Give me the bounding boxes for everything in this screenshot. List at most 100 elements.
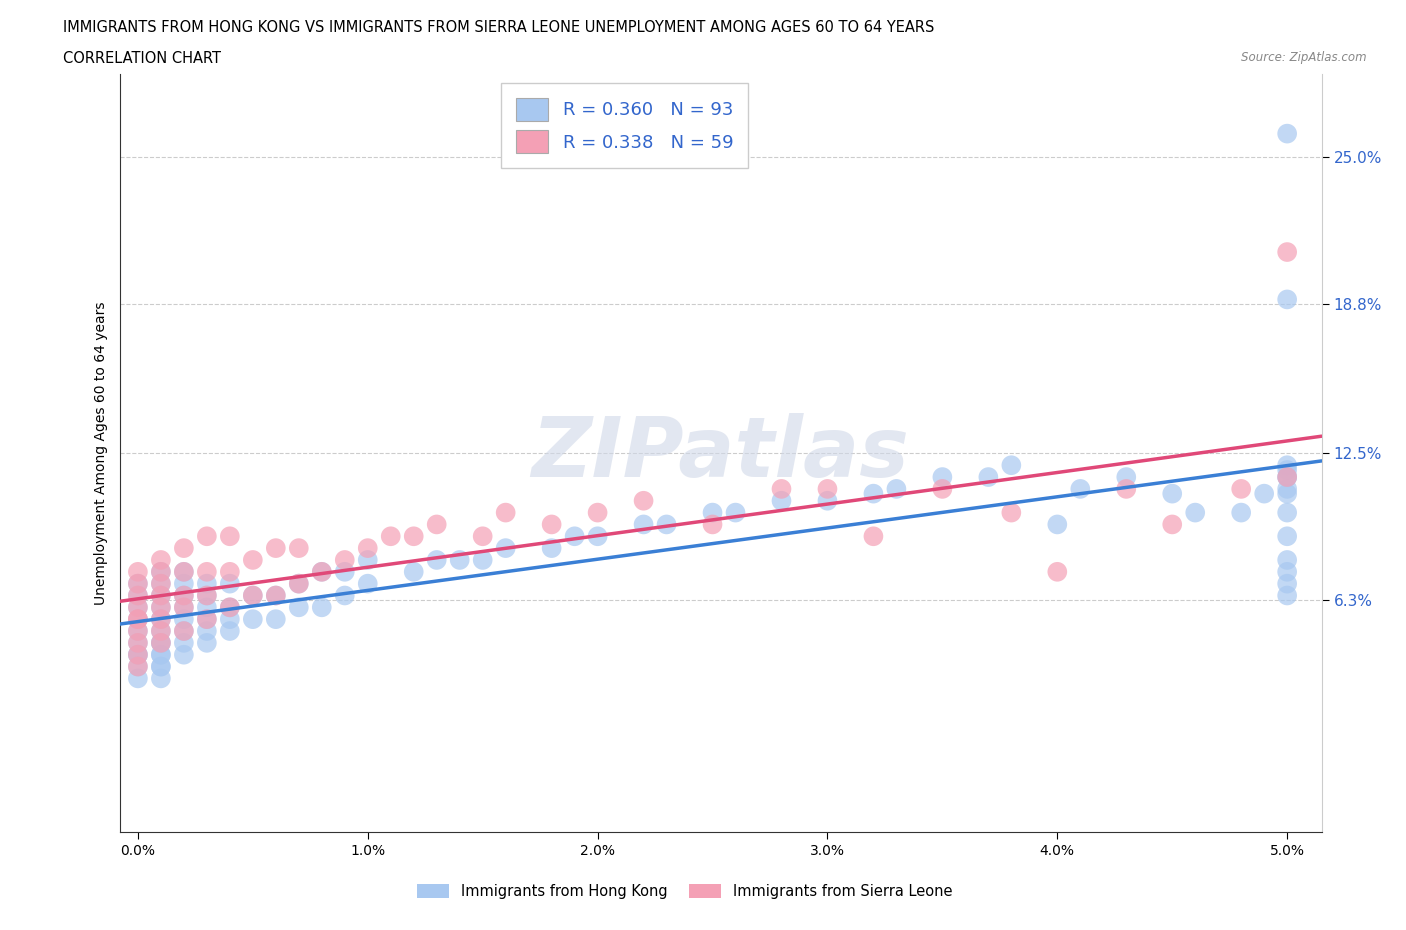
Point — [1161, 517, 1184, 532]
Point — [471, 552, 494, 567]
Point — [288, 600, 311, 615]
Point — [1275, 245, 1298, 259]
Text: Source: ZipAtlas.com: Source: ZipAtlas.com — [1241, 51, 1367, 64]
Point — [149, 600, 172, 615]
Point — [127, 671, 149, 685]
Point — [817, 493, 839, 508]
Y-axis label: Unemployment Among Ages 60 to 64 years: Unemployment Among Ages 60 to 64 years — [94, 301, 108, 605]
Point — [149, 588, 172, 603]
Point — [218, 600, 240, 615]
Point — [817, 482, 839, 497]
Point — [1275, 462, 1298, 477]
Point — [195, 624, 218, 639]
Point — [195, 635, 218, 650]
Point — [149, 659, 172, 674]
Point — [1115, 482, 1137, 497]
Point — [1046, 565, 1069, 579]
Point — [1275, 486, 1298, 501]
Point — [195, 612, 218, 627]
Point — [149, 577, 172, 591]
Point — [264, 540, 287, 555]
Point — [633, 517, 655, 532]
Point — [127, 612, 149, 627]
Point — [149, 600, 172, 615]
Point — [702, 517, 724, 532]
Point — [127, 577, 149, 591]
Point — [218, 529, 240, 544]
Point — [173, 635, 195, 650]
Point — [633, 493, 655, 508]
Point — [195, 565, 218, 579]
Point — [127, 612, 149, 627]
Point — [333, 588, 356, 603]
Point — [127, 588, 149, 603]
Point — [127, 577, 149, 591]
Point — [149, 624, 172, 639]
Point — [149, 624, 172, 639]
Point — [195, 588, 218, 603]
Point — [264, 588, 287, 603]
Point — [127, 600, 149, 615]
Text: IMMIGRANTS FROM HONG KONG VS IMMIGRANTS FROM SIERRA LEONE UNEMPLOYMENT AMONG AGE: IMMIGRANTS FROM HONG KONG VS IMMIGRANTS … — [63, 20, 935, 35]
Point — [1184, 505, 1206, 520]
Point — [149, 612, 172, 627]
Point — [173, 600, 195, 615]
Point — [564, 529, 586, 544]
Point — [173, 624, 195, 639]
Point — [242, 588, 264, 603]
Point — [127, 647, 149, 662]
Point — [886, 482, 908, 497]
Point — [1275, 292, 1298, 307]
Point — [426, 552, 449, 567]
Point — [1275, 565, 1298, 579]
Point — [333, 565, 356, 579]
Point — [242, 612, 264, 627]
Point — [149, 565, 172, 579]
Point — [357, 540, 380, 555]
Point — [862, 486, 884, 501]
Point — [770, 482, 793, 497]
Point — [495, 505, 517, 520]
Point — [173, 577, 195, 591]
Point — [1275, 529, 1298, 544]
Point — [357, 577, 380, 591]
Text: ZIPatlas: ZIPatlas — [531, 413, 910, 494]
Point — [1046, 517, 1069, 532]
Point — [977, 470, 1000, 485]
Point — [218, 624, 240, 639]
Text: CORRELATION CHART: CORRELATION CHART — [63, 51, 221, 66]
Point — [1275, 470, 1298, 485]
Point — [1275, 577, 1298, 591]
Point — [149, 635, 172, 650]
Point — [311, 600, 333, 615]
Point — [149, 552, 172, 567]
Point — [127, 659, 149, 674]
Point — [173, 600, 195, 615]
Point — [1275, 588, 1298, 603]
Point — [195, 600, 218, 615]
Point — [173, 612, 195, 627]
Point — [242, 588, 264, 603]
Point — [173, 565, 195, 579]
Point — [862, 529, 884, 544]
Point — [1230, 482, 1253, 497]
Point — [173, 624, 195, 639]
Point — [149, 647, 172, 662]
Point — [931, 470, 953, 485]
Point — [333, 552, 356, 567]
Point — [264, 612, 287, 627]
Point — [218, 577, 240, 591]
Point — [127, 600, 149, 615]
Point — [1275, 552, 1298, 567]
Point — [770, 493, 793, 508]
Point — [218, 612, 240, 627]
Point — [311, 565, 333, 579]
Point — [149, 612, 172, 627]
Point — [218, 565, 240, 579]
Point — [702, 505, 724, 520]
Point — [173, 540, 195, 555]
Point — [540, 517, 562, 532]
Point — [1275, 505, 1298, 520]
Point — [1115, 470, 1137, 485]
Point — [288, 540, 311, 555]
